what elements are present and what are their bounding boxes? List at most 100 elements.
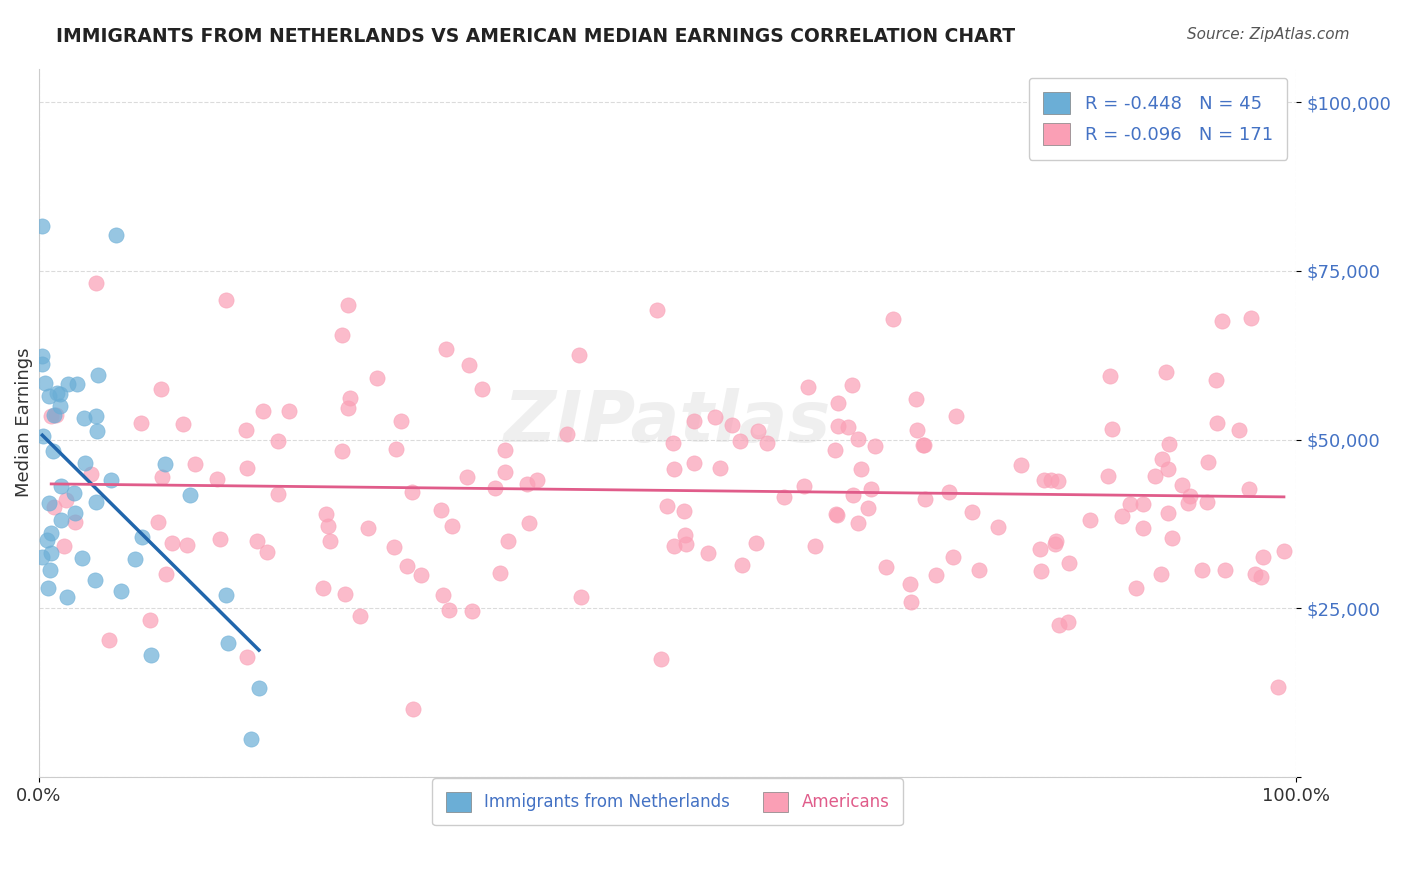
Text: ZIPatlas: ZIPatlas — [503, 388, 831, 458]
Point — [37, 581, 59, 595]
Point — [319, 534, 342, 549]
Point — [745, 535, 768, 549]
Point — [42, 408, 65, 422]
Point — [110, 584, 132, 599]
Point — [246, 533, 269, 548]
Point — [150, 469, 173, 483]
Point — [333, 587, 356, 601]
Point — [366, 371, 388, 385]
Point — [214, 588, 236, 602]
Point — [925, 568, 948, 582]
Point — [86, 409, 108, 423]
Point — [84, 573, 107, 587]
Point — [1078, 513, 1101, 527]
Point — [755, 435, 778, 450]
Point — [45, 408, 67, 422]
Point — [146, 516, 169, 530]
Point — [914, 492, 936, 507]
Point — [39, 546, 62, 560]
Point — [267, 487, 290, 501]
Point — [1039, 473, 1062, 487]
Point — [104, 227, 127, 242]
Point — [339, 391, 361, 405]
Point — [569, 590, 592, 604]
Point — [912, 437, 935, 451]
Point — [675, 536, 697, 550]
Point — [827, 418, 849, 433]
Point — [1045, 537, 1067, 551]
Point — [401, 485, 423, 500]
Point — [841, 378, 863, 392]
Point — [31, 349, 53, 363]
Point — [73, 410, 96, 425]
Point — [704, 409, 727, 424]
Point — [1177, 496, 1199, 510]
Point — [865, 439, 887, 453]
Point — [34, 376, 56, 391]
Point — [38, 496, 60, 510]
Point — [987, 520, 1010, 534]
Point — [53, 539, 76, 553]
Point — [439, 603, 461, 617]
Point — [1206, 416, 1229, 430]
Point — [349, 609, 371, 624]
Point — [728, 434, 751, 448]
Point — [827, 395, 849, 409]
Point — [66, 376, 89, 391]
Point — [1227, 424, 1250, 438]
Point — [1240, 311, 1263, 326]
Point — [84, 276, 107, 290]
Point — [98, 633, 121, 648]
Point — [696, 546, 718, 560]
Point — [859, 482, 882, 496]
Point — [1213, 563, 1236, 577]
Point — [837, 420, 859, 434]
Point — [80, 467, 103, 481]
Point — [256, 545, 278, 559]
Point — [905, 424, 928, 438]
Point — [938, 485, 960, 500]
Point — [1046, 475, 1069, 489]
Point — [1195, 495, 1218, 509]
Point — [432, 588, 454, 602]
Point — [336, 401, 359, 415]
Point — [683, 456, 706, 470]
Point — [661, 435, 683, 450]
Point — [129, 416, 152, 430]
Point — [155, 567, 177, 582]
Point — [1125, 582, 1147, 596]
Point — [441, 518, 464, 533]
Point — [1010, 458, 1032, 472]
Point — [239, 732, 262, 747]
Point — [1272, 544, 1295, 558]
Point — [42, 500, 65, 514]
Point — [960, 505, 983, 519]
Point — [1170, 477, 1192, 491]
Point — [555, 427, 578, 442]
Point — [139, 648, 162, 662]
Point — [824, 442, 846, 457]
Point — [1111, 509, 1133, 524]
Point — [75, 456, 97, 470]
Point — [1160, 531, 1182, 545]
Point — [516, 476, 538, 491]
Point — [841, 488, 863, 502]
Point — [55, 493, 77, 508]
Point — [517, 516, 540, 530]
Point — [568, 348, 591, 362]
Point — [825, 508, 848, 522]
Point — [49, 399, 72, 413]
Point — [494, 442, 516, 457]
Point — [330, 444, 353, 458]
Point — [209, 532, 232, 546]
Point — [41, 443, 63, 458]
Point — [46, 385, 69, 400]
Point — [900, 595, 922, 609]
Point — [51, 478, 73, 492]
Point — [945, 409, 967, 423]
Point — [912, 438, 935, 452]
Point — [1132, 520, 1154, 534]
Point — [267, 434, 290, 449]
Point — [318, 519, 340, 533]
Point — [39, 563, 62, 577]
